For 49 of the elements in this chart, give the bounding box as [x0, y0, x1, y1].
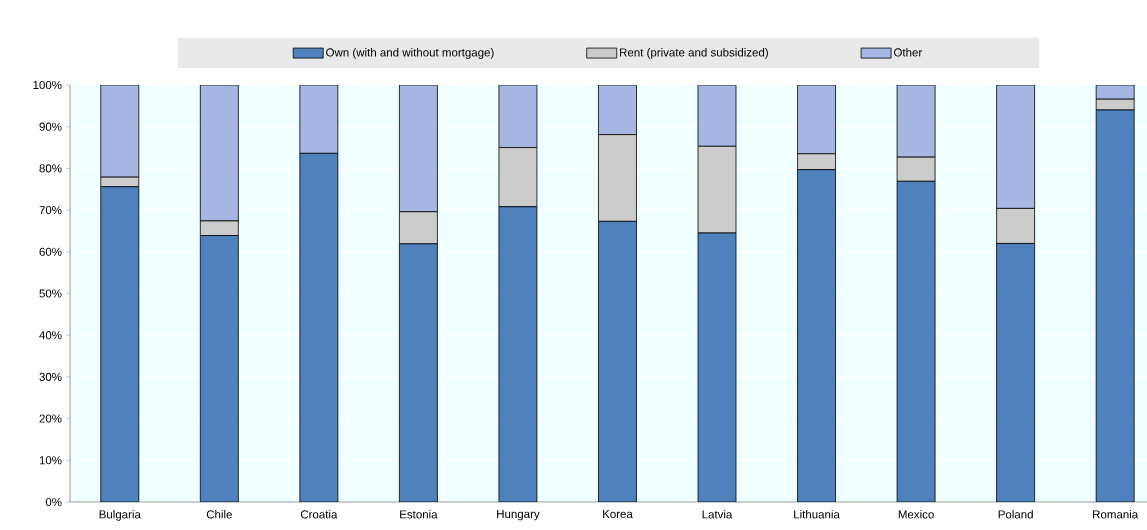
- bar: [598, 84, 637, 136]
- bar: [299, 84, 339, 154]
- legend-label: Rent (private and subsidized): [620, 48, 768, 59]
- bar: [498, 84, 538, 148]
- x-tick-label: Estonia: [400, 510, 438, 519]
- y-tick-label: 60%: [39, 247, 62, 256]
- bar: [1095, 109, 1135, 502]
- y-tick-label: 50%: [39, 289, 62, 298]
- bar: [398, 243, 438, 502]
- bar: [199, 84, 239, 222]
- y-tick-label: 20%: [39, 414, 62, 423]
- x-tick-label: Bulgaria: [99, 510, 141, 521]
- y-tick-label: 10%: [39, 456, 62, 465]
- y-tick-label: 100%: [33, 80, 62, 90]
- bar: [896, 156, 936, 182]
- y-tick-label: 90%: [39, 122, 62, 131]
- bar: [498, 206, 538, 502]
- legend-label: Own (with and without mortgage): [326, 48, 494, 59]
- bar: [598, 220, 637, 502]
- y-tick-label: 30%: [39, 372, 62, 381]
- bar: [100, 84, 140, 178]
- x-tick-label: Lithuania: [794, 510, 840, 519]
- bar: [896, 180, 936, 502]
- bar: [797, 169, 836, 502]
- bar: [896, 84, 936, 158]
- legend-label: Other: [894, 48, 923, 57]
- y-tick-label: 0%: [45, 497, 62, 507]
- bar: [498, 147, 538, 208]
- x-tick-label: Croatia: [300, 510, 338, 519]
- x-tick-label: Hungary: [497, 510, 540, 521]
- bar: [697, 84, 737, 147]
- bar: [398, 84, 438, 213]
- x-tick-label: Latvia: [702, 510, 733, 519]
- x-tick-label: Korea: [603, 510, 633, 519]
- bar: [100, 186, 140, 502]
- y-tick-label: 80%: [39, 164, 62, 173]
- x-tick-label: Mexico: [898, 510, 934, 519]
- bar: [996, 84, 1036, 209]
- bar: [797, 153, 836, 171]
- x-tick-label: Poland: [998, 510, 1033, 519]
- x-tick-label: Chile: [206, 510, 232, 519]
- bar: [996, 243, 1036, 502]
- bar: [797, 84, 836, 155]
- x-tick-label: Romania: [1093, 510, 1139, 519]
- bar: [199, 235, 239, 502]
- bar: [697, 232, 737, 502]
- bar: [299, 152, 339, 502]
- y-tick-label: 70%: [39, 206, 62, 215]
- y-tick-label: 40%: [39, 331, 62, 340]
